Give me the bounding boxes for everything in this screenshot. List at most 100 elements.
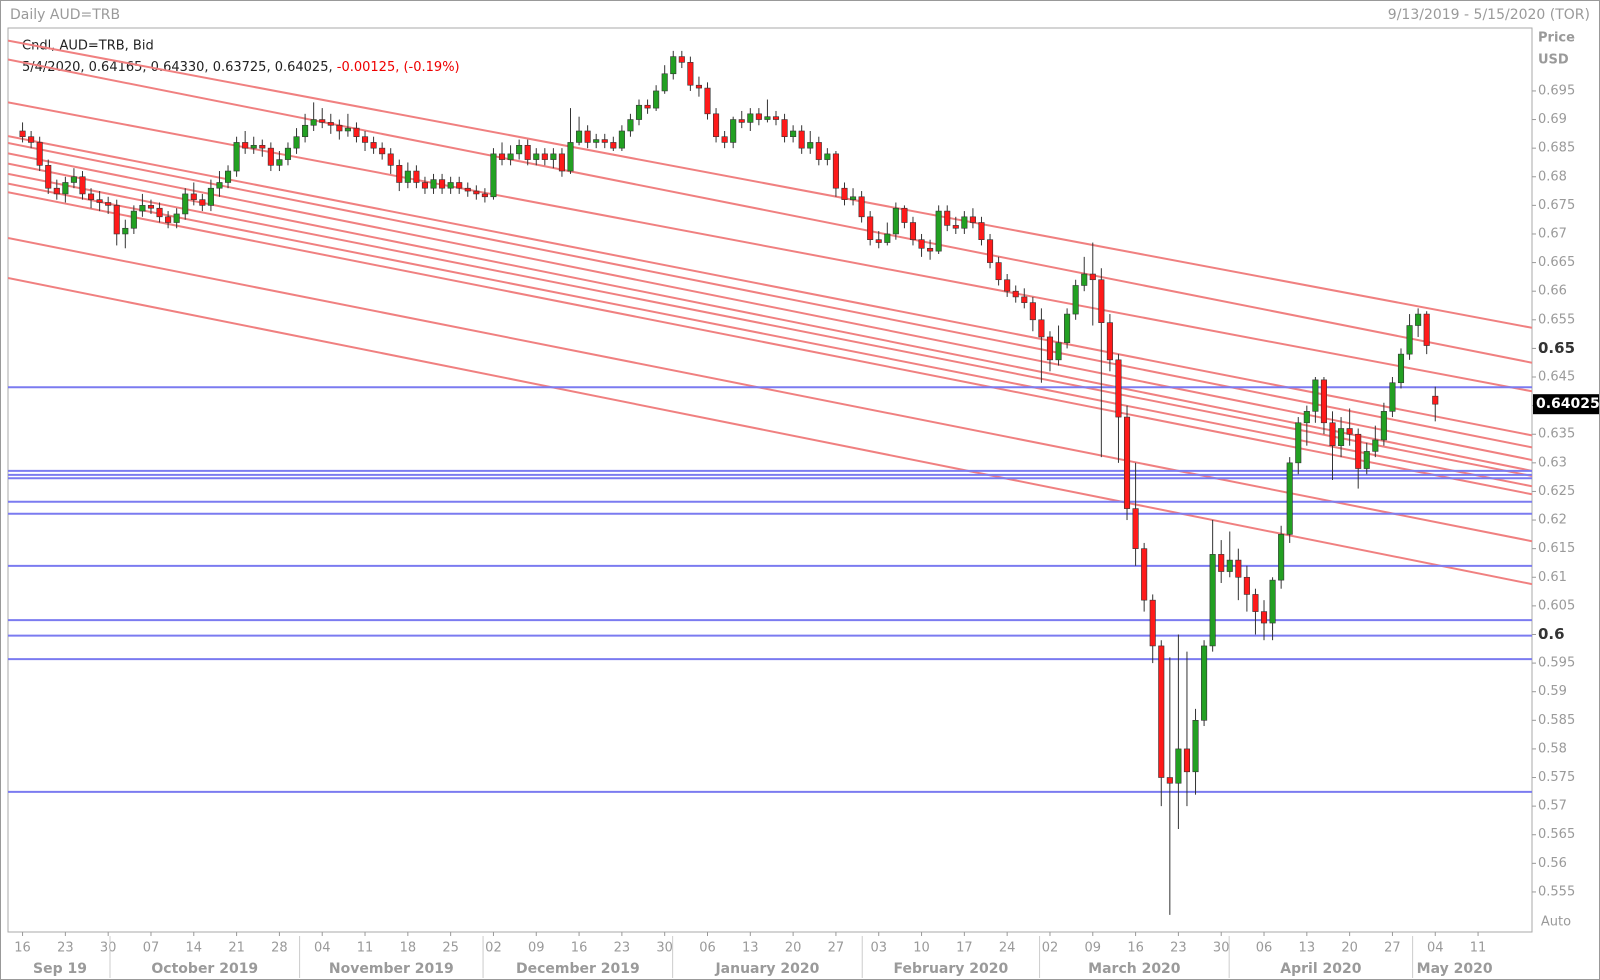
x-tick-label: 30 — [100, 941, 117, 956]
candle-body — [1012, 290, 1019, 298]
trendline — [8, 152, 1532, 461]
candle-body — [653, 90, 660, 109]
candle-body — [875, 239, 882, 243]
candle-body — [524, 144, 531, 160]
candle-body — [1106, 322, 1113, 361]
candle-body — [139, 205, 146, 212]
x-tick-label: 14 — [186, 941, 203, 956]
candle-body — [781, 119, 788, 138]
y-tick-label: 0.585 — [1538, 713, 1575, 728]
candle-body — [892, 207, 899, 235]
candle-body — [490, 153, 497, 198]
x-tick-label: 10 — [913, 941, 930, 956]
y-tick-label: 0.57 — [1538, 799, 1567, 814]
candle-body — [147, 205, 155, 209]
candle-body — [1295, 422, 1302, 464]
x-tick-label: 11 — [1470, 941, 1487, 956]
candle-body — [105, 202, 112, 206]
x-tick-label: 30 — [1213, 941, 1230, 956]
x-tick-label: 13 — [742, 941, 759, 956]
candle-body — [344, 127, 351, 132]
candle-body — [456, 182, 463, 189]
candle-body — [224, 170, 232, 183]
candle-body — [661, 73, 668, 92]
candle-body — [353, 127, 360, 138]
trendline — [8, 191, 1532, 496]
candle-body — [1226, 559, 1233, 572]
y-tick-label: 0.67 — [1538, 226, 1567, 241]
trendline — [8, 135, 1532, 437]
candle-body — [832, 153, 839, 189]
candle-body — [1397, 353, 1405, 384]
x-tick-label: 25 — [442, 941, 459, 956]
candle-body — [173, 213, 180, 223]
y-tick-label: 0.555 — [1538, 884, 1575, 899]
candle-body — [1115, 359, 1122, 418]
y-tick-label: 0.675 — [1538, 198, 1575, 213]
candle-body — [995, 262, 1002, 281]
candle-body — [1380, 411, 1387, 441]
candle-body — [815, 142, 822, 160]
candle-body — [1149, 599, 1156, 647]
scale-mode[interactable]: Auto — [1541, 915, 1571, 930]
trendline — [8, 182, 1532, 488]
candle-body — [601, 139, 608, 143]
chart-title: Daily AUD=TRB — [10, 7, 120, 23]
date-range: 9/13/2019 - 5/15/2020 (TOR) — [1388, 7, 1590, 23]
axis-unit: USD — [1538, 53, 1569, 68]
candle-body — [1320, 379, 1327, 424]
y-tick-label: 0.615 — [1538, 541, 1575, 556]
x-tick-label: 04 — [1427, 941, 1444, 956]
candle-body — [1098, 279, 1105, 323]
candle-body — [413, 170, 420, 183]
candle-body — [19, 130, 26, 138]
candle-body — [70, 176, 77, 183]
x-tick-label: 13 — [1299, 941, 1316, 956]
candle-body — [824, 153, 831, 160]
x-tick-label: 16 — [14, 941, 31, 956]
y-tick-label: 0.62 — [1538, 513, 1567, 528]
candle-body — [302, 124, 309, 138]
candle-body — [1389, 382, 1396, 412]
y-tick-label: 0.58 — [1538, 741, 1567, 756]
candle-body — [918, 239, 925, 249]
y-tick-label: 0.68 — [1538, 169, 1567, 184]
candle-body — [738, 119, 745, 123]
y-tick-label: 0.65 — [1538, 339, 1575, 357]
candle-body — [88, 193, 95, 200]
y-tick-label: 0.56 — [1538, 856, 1567, 871]
candle-body — [259, 144, 266, 149]
candle-body — [678, 56, 685, 63]
candle-body — [79, 176, 86, 195]
x-tick-label: 23 — [614, 941, 631, 956]
candle-body — [1269, 579, 1276, 624]
candle-body — [747, 113, 754, 123]
candle-body — [327, 122, 334, 126]
candle-body — [1243, 576, 1250, 595]
candle-body — [901, 207, 908, 223]
candle-body — [1278, 534, 1285, 581]
candle-body — [293, 136, 300, 149]
candle-body — [1355, 433, 1362, 469]
candle-body — [927, 247, 934, 252]
y-tick-label: 0.565 — [1538, 827, 1575, 842]
candle-body — [713, 113, 720, 138]
candle-body — [978, 222, 985, 240]
candle-body — [1338, 428, 1345, 446]
x-tick-label: 16 — [571, 941, 588, 956]
candle-body — [1286, 462, 1293, 535]
candle-body — [267, 147, 274, 166]
trendline — [8, 162, 1532, 472]
candle-body — [1064, 313, 1071, 343]
x-tick-label: 02 — [1042, 941, 1059, 956]
y-tick-label: 0.595 — [1538, 656, 1575, 671]
candle-body — [1252, 594, 1259, 612]
candle-body — [944, 210, 951, 226]
candle-body — [207, 187, 214, 206]
candle-body — [764, 116, 771, 120]
candle-body — [1346, 428, 1353, 435]
x-tick-label: 16 — [1127, 941, 1144, 956]
x-tick-label: 28 — [271, 941, 288, 956]
candle-body — [1209, 554, 1216, 647]
